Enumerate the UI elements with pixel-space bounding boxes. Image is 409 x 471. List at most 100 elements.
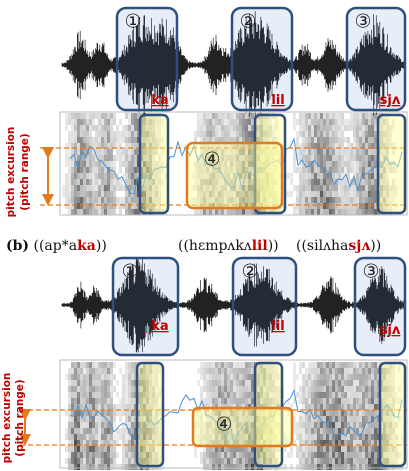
- spectrogram-cell: [332, 374, 335, 380]
- spectrogram-cell: [89, 452, 92, 458]
- spectrogram-cell: [338, 155, 341, 161]
- spectrogram-cell: [125, 386, 128, 392]
- spectrogram-cell: [347, 386, 350, 392]
- spectrogram-cell: [245, 464, 248, 470]
- spectrogram-cell: [251, 209, 254, 215]
- spectrogram-cell: [341, 458, 344, 464]
- spectrogram-cell: [329, 179, 332, 185]
- spectrogram-cell: [374, 386, 377, 392]
- spectrogram-cell: [77, 209, 80, 215]
- spectrogram-cell: [347, 362, 350, 368]
- spectrogram-cell: [308, 185, 311, 191]
- spectrogram-cell: [317, 167, 320, 173]
- spectrogram-cell: [371, 398, 374, 404]
- spectrogram-cell: [239, 362, 242, 368]
- spectrogram-cell: [98, 203, 101, 209]
- spectrogram-cell: [71, 464, 74, 470]
- spectrogram-cell: [104, 197, 107, 203]
- spectrogram-cell: [299, 131, 302, 137]
- spectrogram-cell: [335, 131, 338, 137]
- spectrogram-cell: [89, 179, 92, 185]
- spectrogram-cell: [308, 446, 311, 452]
- spectrogram-cell: [311, 374, 314, 380]
- spectrogram-cell: [299, 464, 302, 470]
- spectrogram-cell: [317, 446, 320, 452]
- spectrogram-cell: [122, 428, 125, 434]
- spectrogram-cell: [347, 458, 350, 464]
- spectrogram-cell: [332, 380, 335, 386]
- spectrogram-cell: [323, 113, 326, 119]
- spectrogram-cell: [320, 137, 323, 143]
- spectrogram-cell: [122, 149, 125, 155]
- spectrogram-cell: [248, 392, 251, 398]
- spectrogram-cell: [326, 368, 329, 374]
- spectrogram-cell: [368, 386, 371, 392]
- spectrogram-cell: [359, 386, 362, 392]
- spectrogram-cell: [86, 131, 89, 137]
- spectrogram-cell: [89, 167, 92, 173]
- spectrogram-cell: [110, 119, 113, 125]
- spectrogram-cell: [245, 452, 248, 458]
- spectrogram-cell: [305, 191, 308, 197]
- spectrogram-cell: [332, 392, 335, 398]
- spectrogram-cell: [245, 362, 248, 368]
- spectrogram-cell: [251, 131, 254, 137]
- spectrogram-cell: [134, 149, 137, 155]
- spectrogram-cell: [368, 173, 371, 179]
- spectrogram-cell: [365, 362, 368, 368]
- spectrogram-cell: [359, 203, 362, 209]
- spectrogram-cell: [74, 362, 77, 368]
- spectrogram-cell: [128, 167, 131, 173]
- spectrogram-cell: [329, 197, 332, 203]
- spectrogram-cell: [338, 173, 341, 179]
- spectrogram-cell: [83, 398, 86, 404]
- spectrogram-cell: [74, 452, 77, 458]
- spectrogram-cell: [320, 452, 323, 458]
- spectrogram-cell: [92, 398, 95, 404]
- spectrogram-cell: [239, 398, 242, 404]
- spectrogram-cell: [296, 131, 299, 137]
- spectrogram-cell: [365, 203, 368, 209]
- spectrogram-cell: [77, 137, 80, 143]
- spectrogram-cell: [224, 398, 227, 404]
- spectrogram-cell: [347, 191, 350, 197]
- spectrogram-cell: [74, 149, 77, 155]
- spectrogram-cell: [209, 362, 212, 368]
- spectrogram-cell: [323, 209, 326, 215]
- spectrogram-cell: [101, 422, 104, 428]
- spectrogram-cell: [200, 362, 203, 368]
- spectrogram-cell: [107, 374, 110, 380]
- spectrogram-cell: [80, 191, 83, 197]
- spectrogram-cell: [329, 440, 332, 446]
- spectrogram-cell: [65, 458, 68, 464]
- spectrogram-cell: [215, 386, 218, 392]
- spectrogram-cell: [320, 203, 323, 209]
- spectrogram-cell: [221, 452, 224, 458]
- spectrogram-cell: [236, 392, 239, 398]
- spectrogram-cell: [101, 119, 104, 125]
- spectrogram-cell: [317, 149, 320, 155]
- spectrogram-cell: [338, 416, 341, 422]
- spectrogram-cell: [356, 167, 359, 173]
- spectrogram-cell: [317, 404, 320, 410]
- spectrogram-cell: [86, 464, 89, 470]
- spectrogram-cell: [203, 131, 206, 137]
- spectrogram-cell: [329, 428, 332, 434]
- spectrogram-cell: [212, 113, 215, 119]
- spectrogram-cell: [356, 452, 359, 458]
- spectrogram-cell: [122, 452, 125, 458]
- panel-label: (b): [6, 238, 29, 254]
- spectrogram-cell: [134, 464, 137, 470]
- spectrogram-cell: [248, 119, 251, 125]
- spectrogram-cell: [89, 434, 92, 440]
- spectrogram-cell: [344, 185, 347, 191]
- spectrogram-cell: [104, 131, 107, 137]
- spectrogram-cell: [362, 191, 365, 197]
- spectrogram-cell: [350, 434, 353, 440]
- spectrogram-cell: [362, 374, 365, 380]
- spectrogram-cell: [104, 380, 107, 386]
- spectrogram-cell: [80, 374, 83, 380]
- spectrogram-cell: [113, 161, 116, 167]
- spectrogram-cell: [329, 149, 332, 155]
- spectrogram-cell: [134, 173, 137, 179]
